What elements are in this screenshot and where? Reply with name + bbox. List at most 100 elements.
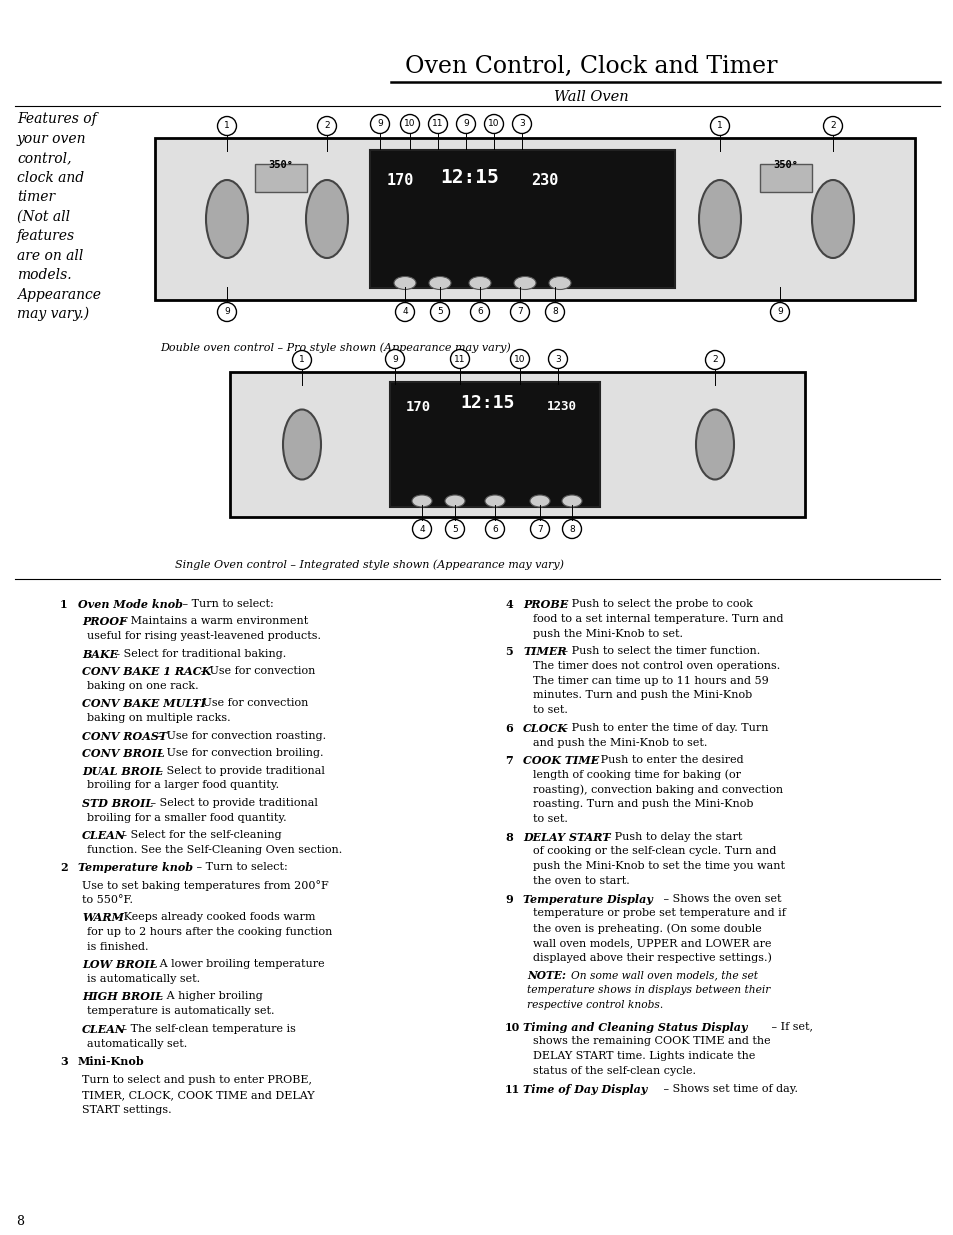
Bar [230,372,804,517]
Text: temperature is automatically set.: temperature is automatically set. [87,1007,274,1016]
Bar [390,382,599,508]
Text: and push the Mini-Knob to set.: and push the Mini-Knob to set. [533,737,706,747]
Text: – Keeps already cooked foods warm: – Keeps already cooked foods warm [111,913,315,923]
Text: 3: 3 [60,1056,68,1067]
Text: food to a set internal temperature. Turn and: food to a set internal temperature. Turn… [533,614,782,624]
Circle shape [705,351,723,369]
Circle shape [293,351,312,369]
Text: – The self-clean temperature is: – The self-clean temperature is [118,1024,295,1034]
Text: temperature shows in displays between their: temperature shows in displays between th… [526,986,770,995]
Text: to set.: to set. [533,705,567,715]
Circle shape [370,115,389,133]
Circle shape [484,115,503,133]
Ellipse shape [429,277,451,289]
Text: 7: 7 [537,525,542,534]
Text: DELAY START time. Lights indicate the: DELAY START time. Lights indicate the [533,1051,755,1061]
Text: 350°: 350° [268,161,294,170]
Text: PROOF: PROOF [82,616,127,627]
Text: useful for rising yeast-leavened products.: useful for rising yeast-leavened product… [87,631,320,641]
Text: – Push to select the timer function.: – Push to select the timer function. [558,646,760,656]
Text: baking on multiple racks.: baking on multiple racks. [87,714,231,724]
Circle shape [822,116,841,136]
Text: – Push to enter the desired: – Push to enter the desired [587,755,742,764]
Circle shape [530,520,549,538]
Text: Temperature Display: Temperature Display [522,893,652,904]
Text: 1: 1 [224,121,230,131]
Text: 10: 10 [488,120,499,128]
Text: CONV BROIL: CONV BROIL [82,748,165,760]
Text: 170: 170 [386,173,414,188]
Text: Oven Control, Clock and Timer: Oven Control, Clock and Timer [405,56,777,78]
Text: – Select to provide traditional: – Select to provide traditional [153,766,325,776]
Text: is finished.: is finished. [87,942,149,952]
Text: 8: 8 [504,831,512,842]
Text: – Push to select the probe to cook: – Push to select the probe to cook [558,599,752,609]
Text: models.: models. [17,268,71,282]
Ellipse shape [412,495,432,508]
Text: 9: 9 [392,354,397,363]
Ellipse shape [484,495,504,508]
Text: status of the self-clean cycle.: status of the self-clean cycle. [533,1066,696,1076]
Text: 350°: 350° [773,161,798,170]
Text: 4: 4 [504,599,512,610]
Text: DELAY START: DELAY START [522,831,610,842]
Text: CONV BAKE MULTI: CONV BAKE MULTI [82,699,206,709]
Ellipse shape [811,180,853,258]
Text: 230: 230 [531,173,558,188]
Text: respective control knobs.: respective control knobs. [526,1000,662,1010]
Circle shape [485,520,504,538]
Bar [760,164,811,191]
Ellipse shape [561,495,581,508]
Text: CLEAN: CLEAN [82,830,126,841]
Circle shape [545,303,564,321]
Text: your oven: your oven [17,131,87,146]
Circle shape [217,303,236,321]
Text: Appearance: Appearance [17,288,101,301]
Text: On some wall oven models, the set: On some wall oven models, the set [571,971,758,981]
Text: LOW BROIL: LOW BROIL [82,960,157,971]
Text: WARM: WARM [82,913,124,924]
Text: 3: 3 [518,120,524,128]
Text: 2: 2 [712,356,717,364]
Text: DUAL BROIL: DUAL BROIL [82,766,163,777]
Text: shows the remaining COOK TIME and the: shows the remaining COOK TIME and the [533,1036,770,1046]
Text: The timer does not control oven operations.: The timer does not control oven operatio… [533,661,780,671]
Text: length of cooking time for baking (or: length of cooking time for baking (or [533,769,740,781]
Circle shape [412,520,431,538]
Text: – Use for convection roasting.: – Use for convection roasting. [153,731,326,741]
Circle shape [395,303,414,321]
Text: temperature or probe set temperature and if: temperature or probe set temperature and… [533,908,785,919]
Circle shape [400,115,419,133]
Text: 170: 170 [405,400,430,414]
Text: function. See the Self-Cleaning Oven section.: function. See the Self-Cleaning Oven sec… [87,845,342,855]
Text: NOTE:: NOTE: [526,971,565,981]
Text: baking on one rack.: baking on one rack. [87,680,198,692]
Text: PROBE: PROBE [522,599,568,610]
Circle shape [562,520,581,538]
Ellipse shape [306,180,348,258]
Text: 7: 7 [504,755,512,766]
Text: roasting. Turn and push the Mini-Knob: roasting. Turn and push the Mini-Knob [533,799,753,809]
Text: – If set,: – If set, [767,1021,812,1031]
Text: to set.: to set. [533,814,567,824]
Text: push the Mini-Knob to set the time you want: push the Mini-Knob to set the time you w… [533,861,784,871]
Text: Wall Oven: Wall Oven [554,90,628,104]
Text: Oven Mode knob: Oven Mode knob [78,599,183,610]
Text: Temperature knob: Temperature knob [78,862,193,873]
Bar [254,164,307,191]
Ellipse shape [444,495,464,508]
Text: TIMER: TIMER [522,646,566,657]
Ellipse shape [283,410,320,479]
Text: – Maintains a warm environment: – Maintains a warm environment [118,616,308,626]
Ellipse shape [530,495,550,508]
Text: 2: 2 [60,862,68,873]
Text: – Select for the self-cleaning: – Select for the self-cleaning [118,830,281,840]
Bar [370,149,675,288]
Text: – Shows set time of day.: – Shows set time of day. [659,1083,797,1093]
Text: – Push to delay the start: – Push to delay the start [601,831,741,842]
Text: automatically set.: automatically set. [87,1039,187,1049]
Text: roasting), convection baking and convection: roasting), convection baking and convect… [533,784,782,795]
Text: control,: control, [17,151,71,165]
Text: 9: 9 [376,120,382,128]
Text: Use to set baking temperatures from 200°F: Use to set baking temperatures from 200°… [82,879,329,890]
